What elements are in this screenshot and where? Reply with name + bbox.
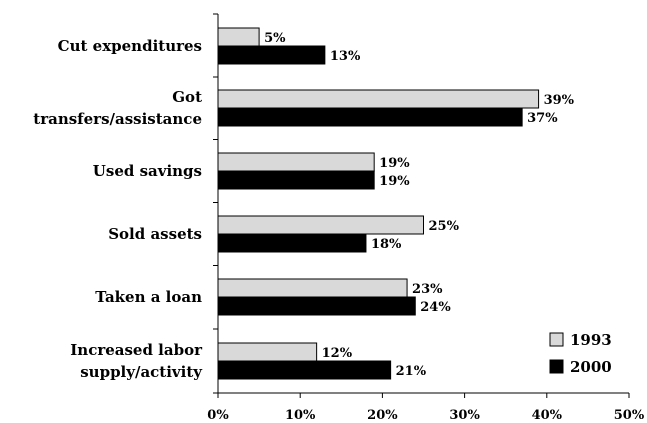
data-label-1993-1: 39%: [544, 93, 575, 108]
data-label-1993-5: 12%: [322, 346, 353, 361]
legend-swatch-2000: [549, 359, 564, 374]
bars-group: [217, 27, 540, 380]
bar-1993-2: [217, 152, 375, 172]
bar-1993-0: [217, 27, 260, 47]
legend-swatch-1993: [549, 332, 564, 347]
bar-1993-4: [217, 278, 408, 298]
category-label-1-0: Got: [172, 88, 202, 106]
bar-2000-0: [217, 45, 326, 65]
category-label-1-1: transfers/assistance: [33, 110, 202, 128]
category-label-0-0: Cut expenditures: [58, 37, 202, 55]
bar-2000-3: [217, 233, 367, 253]
category-label-5-1: supply/activity: [80, 363, 203, 381]
bar-1993-1: [217, 89, 540, 109]
bar-1993-3: [217, 215, 424, 235]
x-tick-label-5: 50%: [614, 408, 645, 423]
x-tick-label-1: 10%: [285, 408, 316, 423]
x-tick-label-2: 20%: [367, 408, 398, 423]
data-label-2000-3: 18%: [371, 237, 402, 252]
legend-label-1993: 1993: [570, 331, 612, 349]
category-label-5-0: Increased labor: [70, 341, 203, 359]
bar-1993-5: [217, 342, 318, 362]
data-label-2000-2: 19%: [379, 174, 410, 189]
bar-2000-2: [217, 170, 375, 190]
category-label-3-0: Sold assets: [108, 225, 202, 243]
data-label-2000-5: 21%: [396, 364, 427, 379]
data-label-2000-0: 13%: [330, 49, 361, 64]
labels-group: 5% 13% Cut expenditures 39% 37% Got transfers/…: [33, 31, 574, 381]
data-label-2000-4: 24%: [420, 300, 451, 315]
x-tick-label-3: 30%: [449, 408, 480, 423]
bar-2000-4: [217, 296, 416, 316]
legend-label-2000: 2000: [570, 358, 612, 376]
data-label-1993-3: 25%: [429, 219, 460, 234]
data-label-2000-1: 37%: [527, 111, 558, 126]
data-label-1993-4: 23%: [412, 282, 443, 297]
x-tick-label-4: 40%: [532, 408, 563, 423]
legend: 1993 2000: [549, 331, 612, 376]
category-label-2-0: Used savings: [93, 162, 202, 180]
bar-2000-1: [217, 107, 523, 127]
data-label-1993-0: 5%: [264, 31, 286, 46]
x-tick-label-0: 0%: [207, 408, 229, 423]
category-label-4-0: Taken a loan: [95, 288, 202, 306]
data-label-1993-2: 19%: [379, 156, 410, 171]
axes-group: 0% 10% 20% 30% 40% 50%: [207, 13, 645, 423]
bar-2000-5: [217, 360, 392, 380]
